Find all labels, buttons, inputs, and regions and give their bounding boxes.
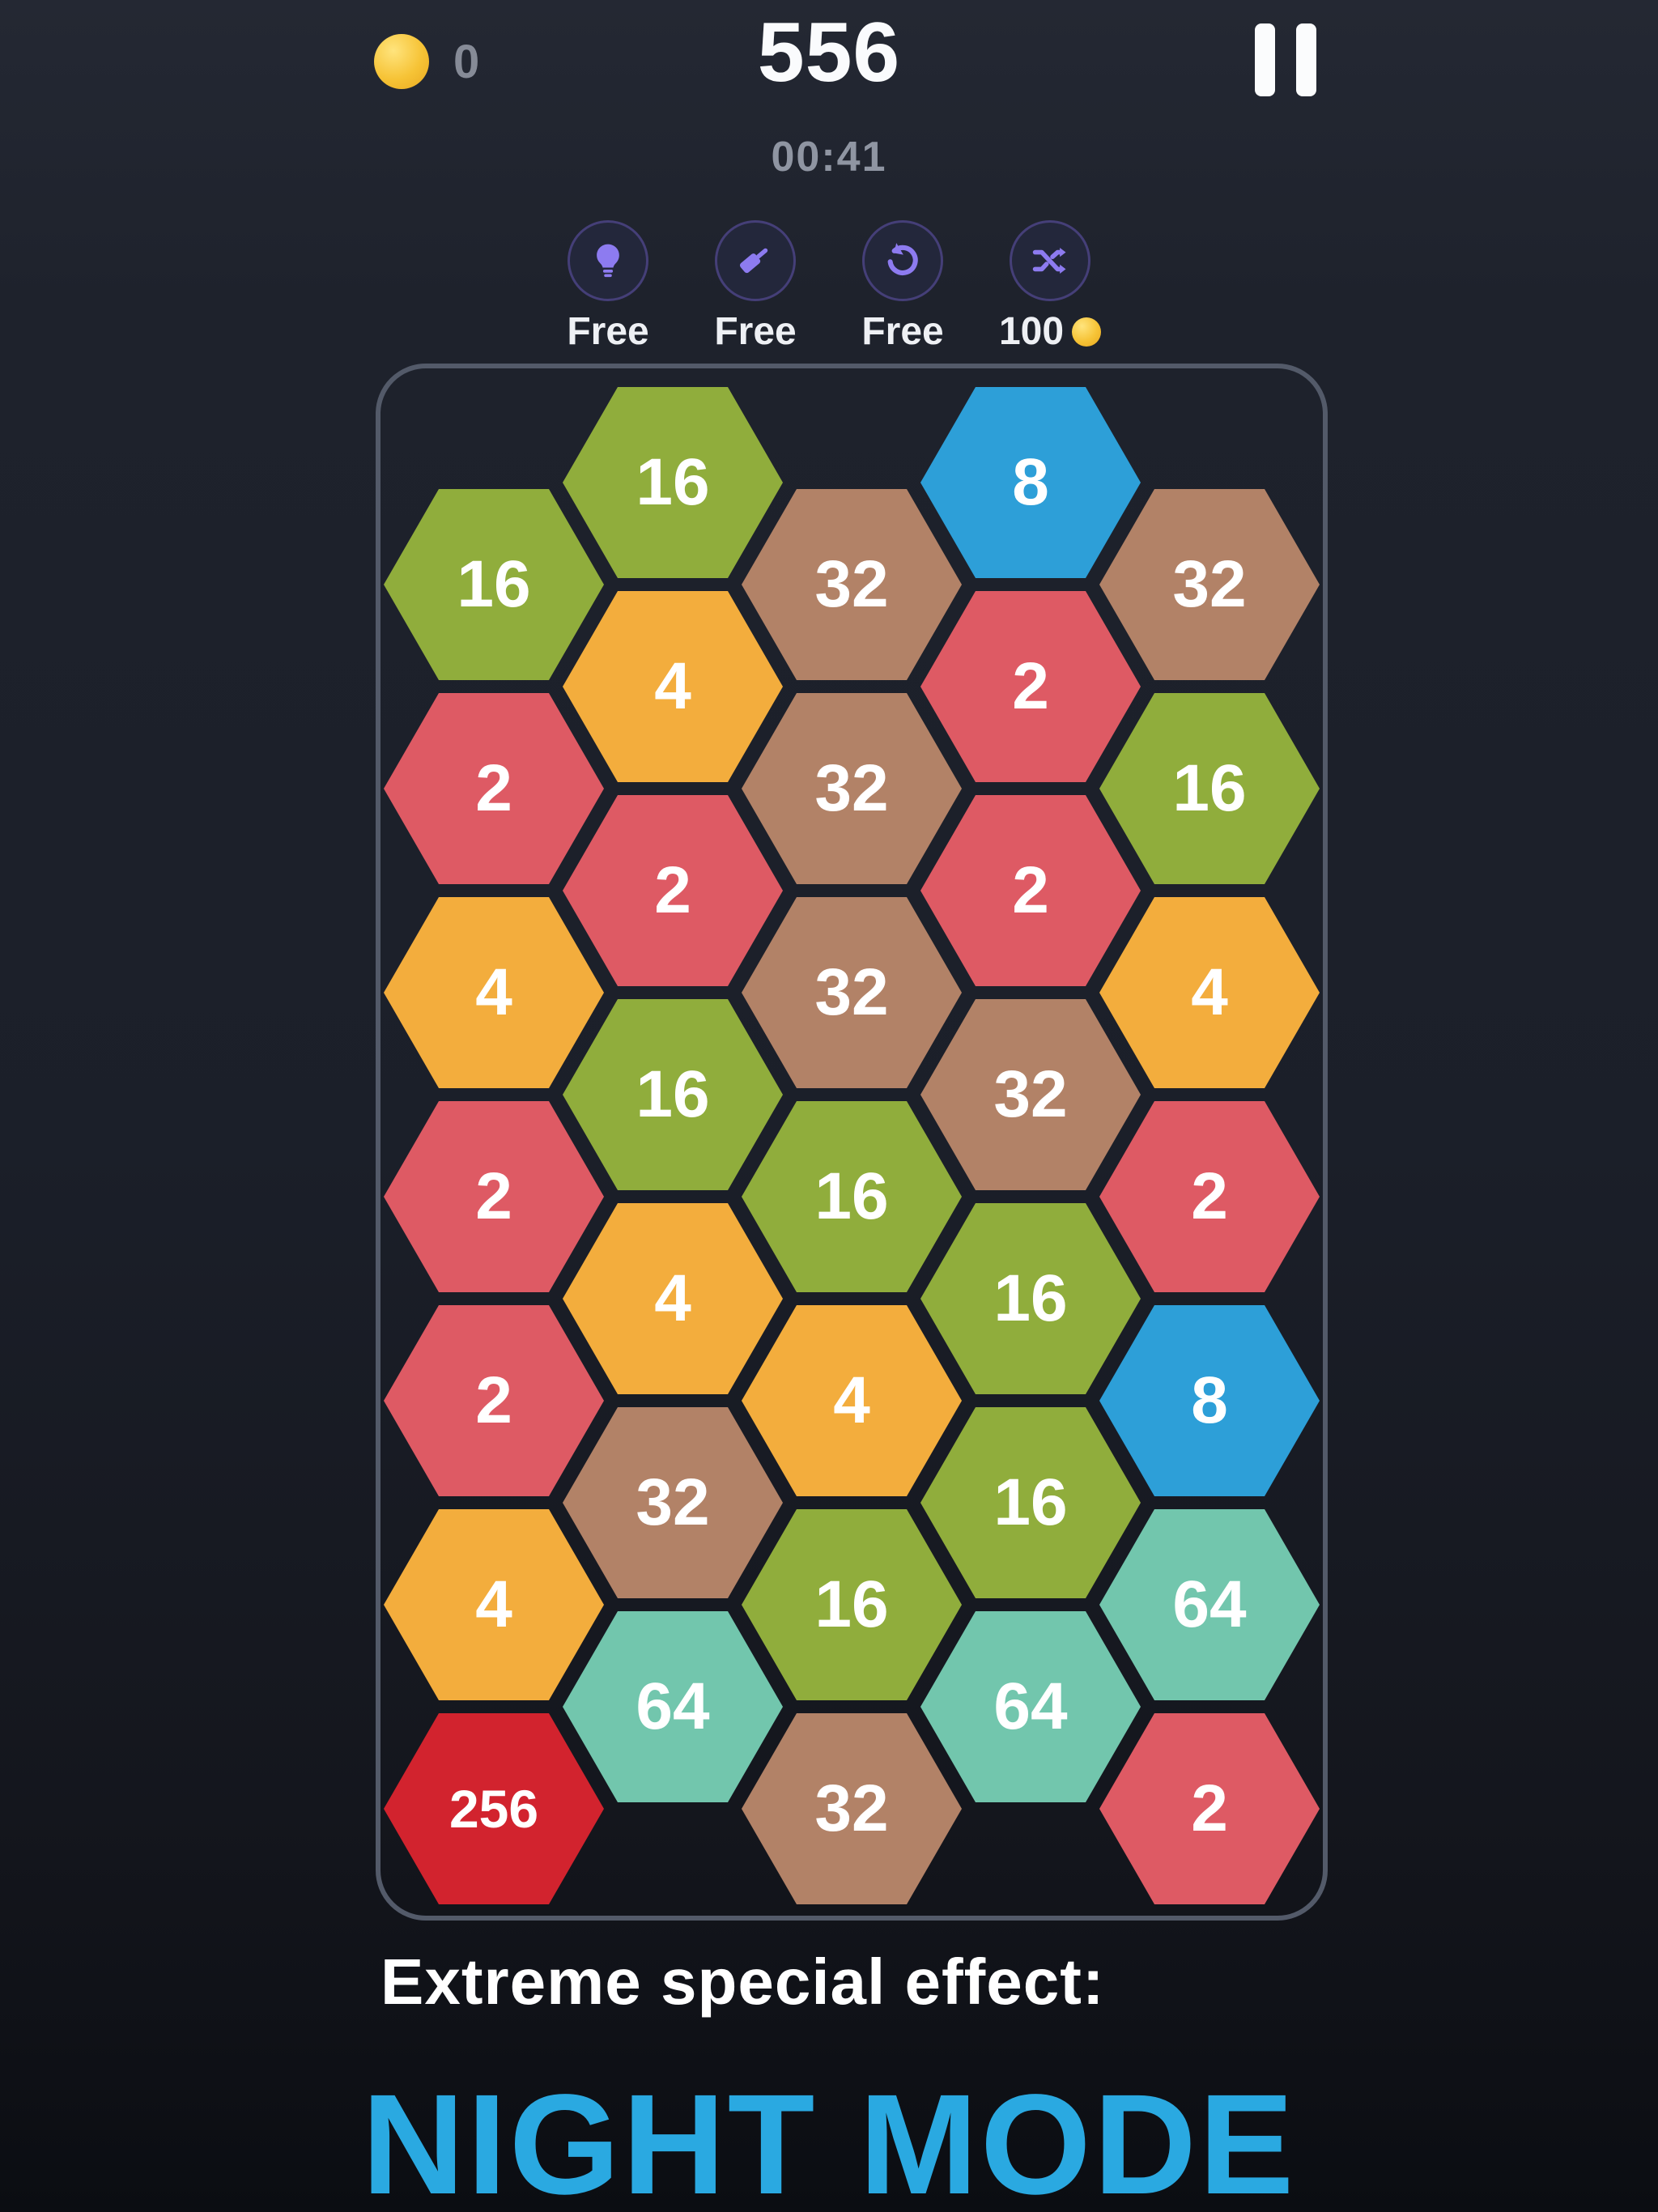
powerup-hammer-button[interactable]: Free — [714, 220, 797, 354]
coin-count: 0 — [453, 35, 480, 88]
hex-tile[interactable]: 4 — [742, 1305, 962, 1496]
hex-tile-value: 4 — [833, 1363, 870, 1437]
caption-text: Extreme special effect: — [380, 1946, 1105, 2018]
hex-tile-value: 64 — [1172, 1568, 1247, 1641]
powerup-hint-circle[interactable] — [568, 220, 648, 301]
hex-tile[interactable]: 32 — [920, 999, 1141, 1190]
hex-tile-value: 8 — [1012, 445, 1049, 519]
pause-icon — [1255, 23, 1275, 96]
hex-tile-value: 16 — [457, 547, 531, 621]
hex-tile[interactable]: 2 — [920, 591, 1141, 782]
hex-tile-value: 2 — [1191, 1772, 1228, 1845]
lightbulb-icon — [597, 244, 619, 278]
powerup-shuffle-cost-value: 100 — [998, 310, 1065, 353]
powerup-bar: Free Free Free — [567, 220, 1102, 354]
hex-tile-value: 16 — [1172, 751, 1247, 825]
powerup-hammer-circle[interactable] — [715, 220, 796, 301]
hex-tile[interactable]: 16 — [920, 1407, 1141, 1598]
hex-tile[interactable]: 2 — [920, 795, 1141, 986]
hex-tile-value: 16 — [636, 445, 710, 519]
hex-tile-value: 2 — [1012, 649, 1049, 723]
powerup-hint-button[interactable]: Free — [567, 220, 649, 354]
hex-tile[interactable]: 16 — [563, 999, 783, 1190]
powerup-shuffle-cost: 100 — [998, 309, 1102, 354]
coin-icon — [1072, 317, 1102, 347]
hex-tile-value: 2 — [475, 1363, 512, 1437]
hex-tile-value: 32 — [814, 751, 889, 825]
hex-tile-value: 32 — [1172, 547, 1247, 621]
hex-tile-value: 8 — [1191, 1363, 1228, 1437]
hex-tile[interactable]: 2 — [1099, 1101, 1320, 1292]
hex-tile[interactable]: 32 — [563, 1407, 783, 1598]
hex-tile[interactable]: 4 — [1099, 897, 1320, 1088]
hex-tile[interactable]: 32 — [742, 897, 962, 1088]
powerup-hammer-label: Free — [714, 310, 797, 353]
shuffle-icon — [1032, 247, 1066, 274]
caption-highlight: NIGHT MODE — [361, 2065, 1297, 2212]
hex-tile[interactable]: 16 — [920, 1203, 1141, 1394]
hex-tile[interactable]: 32 — [1099, 489, 1320, 680]
hex-tile-value: 2 — [475, 751, 512, 825]
powerup-undo-label: Free — [861, 310, 944, 353]
game-board — [376, 364, 1328, 1921]
hex-tile-value: 4 — [654, 1261, 691, 1335]
hex-tile-value: 64 — [636, 1670, 710, 1743]
hex-tile-value: 4 — [1191, 955, 1228, 1029]
hex-tile-value: 16 — [636, 1057, 710, 1131]
undo-icon — [887, 243, 918, 276]
hex-tile[interactable]: 4 — [563, 1203, 783, 1394]
hex-tile-value: 32 — [814, 1772, 889, 1845]
hex-tile-value: 64 — [993, 1670, 1068, 1743]
hammer-icon — [739, 248, 768, 274]
hex-tile-value: 2 — [475, 1159, 512, 1233]
hex-tile-value: 2 — [1012, 853, 1049, 927]
powerup-undo-button[interactable]: Free — [861, 220, 944, 354]
hex-tile[interactable]: 16 — [742, 1101, 962, 1292]
hex-tile-value: 4 — [475, 1568, 512, 1641]
pause-icon — [1296, 23, 1316, 96]
hex-tile[interactable]: 2 — [384, 1101, 604, 1292]
hex-tile-value: 16 — [814, 1568, 889, 1641]
hex-tile[interactable]: 2 — [384, 1305, 604, 1496]
hex-tile-value: 4 — [475, 955, 512, 1029]
hex-tile-value: 256 — [449, 1779, 539, 1839]
score-value: 556 — [757, 6, 901, 100]
hex-tile-value: 16 — [814, 1159, 889, 1233]
hex-tile-value: 32 — [814, 955, 889, 1029]
coin-icon — [374, 34, 429, 89]
timer-value: 00:41 — [771, 134, 887, 181]
powerup-hint-label: Free — [567, 310, 649, 353]
coin-display: 0 — [374, 34, 479, 89]
hex-tile-value: 16 — [993, 1261, 1068, 1335]
hex-tile-value: 16 — [993, 1465, 1068, 1539]
hex-tile[interactable]: 8 — [920, 387, 1141, 578]
hex-tile-value: 2 — [654, 853, 691, 927]
hex-tile[interactable]: 8 — [1099, 1305, 1320, 1496]
hex-tile-value: 4 — [654, 649, 691, 723]
hex-tile-value: 32 — [814, 547, 889, 621]
powerup-undo-circle[interactable] — [862, 220, 943, 301]
pause-button[interactable] — [1245, 23, 1326, 97]
powerup-shuffle-circle[interactable] — [1010, 220, 1090, 301]
hex-tile-value: 32 — [993, 1057, 1068, 1131]
powerup-shuffle-button[interactable]: 100 — [999, 220, 1102, 354]
hex-tile[interactable]: 16 — [1099, 693, 1320, 884]
hex-tile[interactable]: 4 — [384, 897, 604, 1088]
hex-tile-value: 2 — [1191, 1159, 1228, 1233]
hex-tile-value: 32 — [636, 1465, 710, 1539]
